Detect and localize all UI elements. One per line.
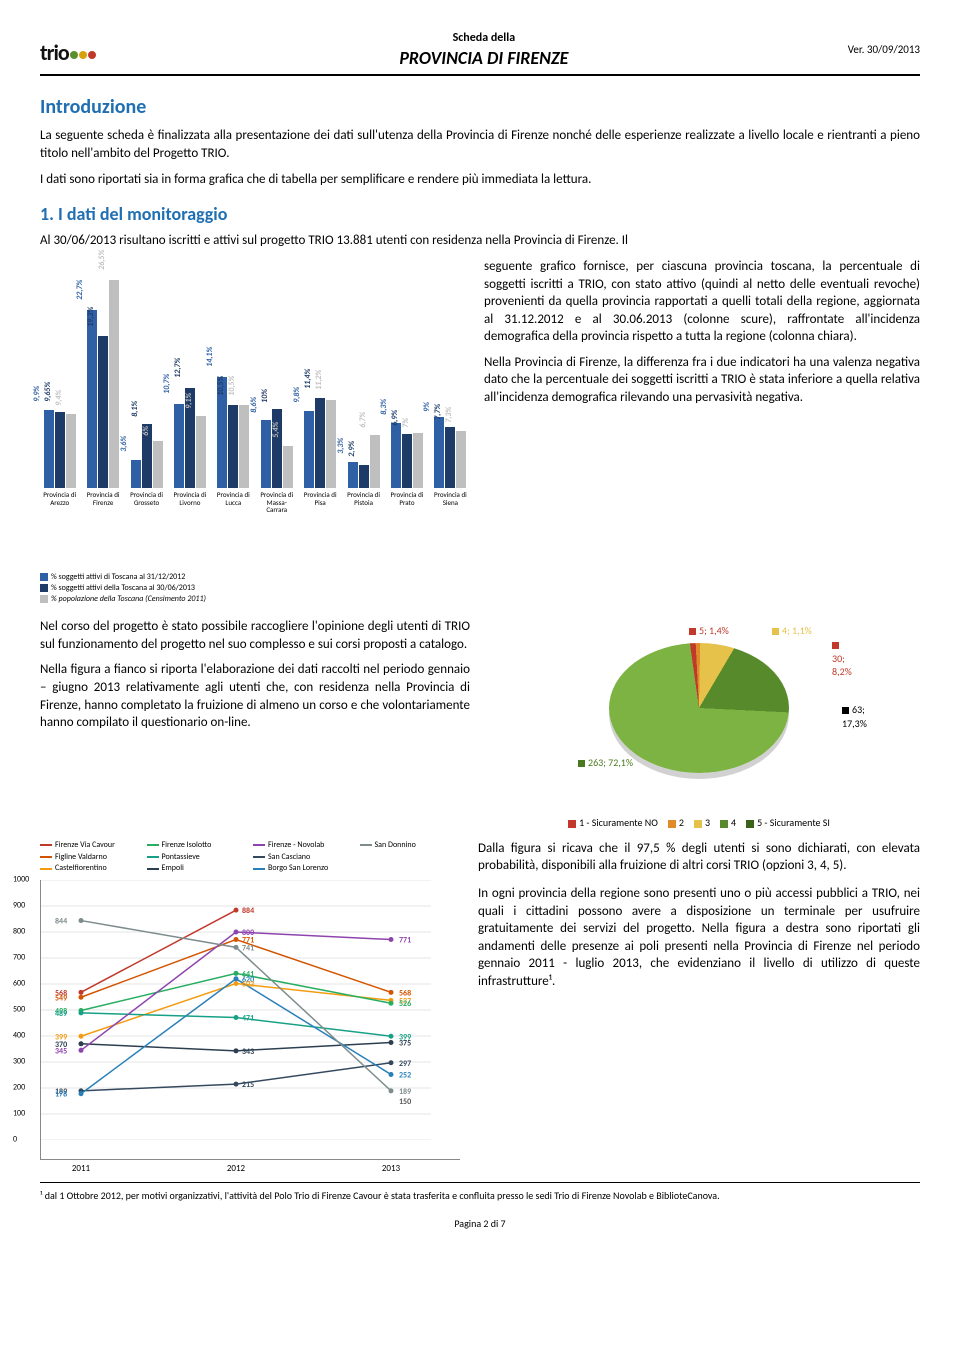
footnote: ¹ dal 1 Ottobre 2012, per motivi organiz… [40,1182,920,1203]
svg-text:800: 800 [242,928,254,938]
svg-text:884: 884 [242,906,254,916]
intro-paragraph-2: I dati sono riportati sia in forma grafi… [40,171,920,189]
page-footer: Pagina 2 di 7 [40,1217,920,1231]
svg-text:771: 771 [399,936,411,946]
line-side-paragraph-2: In ogni provincia della regione sono pre… [478,885,920,990]
line-chart-legend: Firenze Via CavourFigline ValdarnoCastel… [40,840,460,874]
header-title-block: Scheda della PROVINCIA DI FIRENZE [120,30,848,70]
line-chart: Firenze Via CavourFigline ValdarnoCastel… [40,840,460,1160]
intro-paragraph-1: La seguente scheda è finalizzata alla pr… [40,127,920,162]
logo: trio [40,33,120,67]
page-header: trio Scheda della PROVINCIA DI FIRENZE V… [40,30,920,76]
header-title: PROVINCIA DI FIRENZE [120,46,848,70]
monitoraggio-lead: Al 30/06/2013 risultano iscritti e attiv… [40,232,920,250]
svg-text:844: 844 [55,917,67,927]
svg-text:189: 189 [399,1087,411,1097]
svg-text:489: 489 [55,1009,67,1019]
svg-text:549: 549 [55,994,67,1004]
svg-text:741: 741 [242,944,254,954]
pie-chart: 5; 1,4%4; 1,1%30; 8,2%63; 17,3%263; 72,1… [488,618,920,830]
svg-text:150: 150 [399,1097,411,1107]
svg-text:215: 215 [242,1080,254,1090]
svg-text:297: 297 [399,1059,411,1069]
heading-introduzione: Introduzione [40,94,920,121]
monitoraggio-side-text: seguente grafico fornisce, per ciascuna … [484,258,920,604]
heading-monitoraggio: 1. I dati del monitoraggio [40,202,920,226]
svg-text:526: 526 [399,999,411,1009]
svg-text:375: 375 [399,1039,411,1049]
pie-chart-legend: 1 - Sicuramente NO2345 - Sicuramente SI [488,816,920,830]
line-side-paragraph-1: Dalla figura si ricava che il 97,5 % deg… [478,840,920,875]
questionnaire-paragraph: Nel corso del progetto è stato possibile… [40,618,470,830]
svg-text:345: 345 [55,1047,67,1057]
svg-text:343: 343 [242,1047,254,1057]
header-suptitle: Scheda della [120,30,848,46]
bar-chart-legend: % soggetti attivi di Toscana al 31/12/20… [40,572,470,604]
bar-chart: 9,9%9,65%9,4%Provincia di Arezzo22,7%19,… [40,258,470,604]
svg-text:252: 252 [399,1071,411,1081]
svg-text:471: 471 [242,1014,254,1024]
logo-text: trio [40,38,69,68]
svg-text:178: 178 [55,1090,67,1100]
svg-text:602: 602 [242,980,254,990]
header-version: Ver. 30/09/2013 [848,43,920,58]
